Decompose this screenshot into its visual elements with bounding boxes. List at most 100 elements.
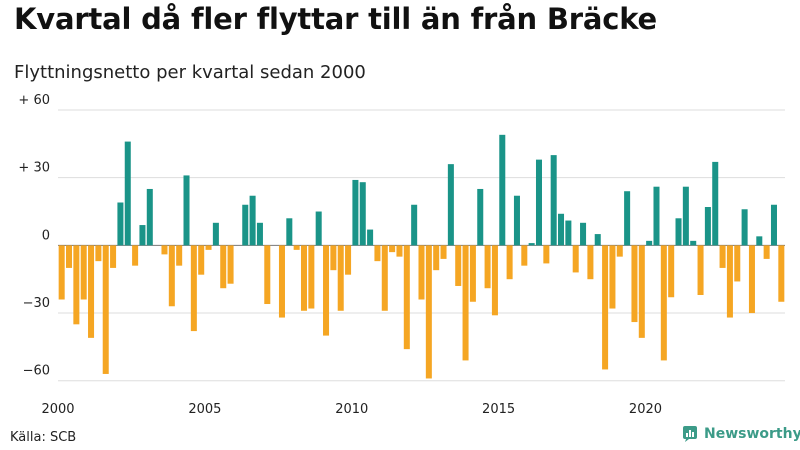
brand-name: Newsworthy <box>704 426 800 442</box>
bar-negative <box>543 245 550 264</box>
bar-positive <box>256 222 263 246</box>
bar-negative <box>455 245 462 286</box>
y-tick-label: −60 <box>23 364 50 379</box>
x-tick-label: 2005 <box>188 402 221 417</box>
bar-positive <box>249 195 256 246</box>
bar-negative <box>484 245 491 289</box>
bar-negative <box>374 245 381 262</box>
bar-positive <box>535 159 542 246</box>
bar-positive <box>359 182 366 246</box>
bar-negative <box>323 245 330 336</box>
x-tick-label: 2010 <box>335 402 368 417</box>
bar-positive <box>477 188 484 246</box>
bar-positive <box>513 195 520 246</box>
bar-negative <box>278 245 285 318</box>
bar-negative <box>763 245 770 259</box>
bar-positive <box>712 161 719 246</box>
chart-title: Kvartal då fler flyttar till än från Brä… <box>14 2 657 36</box>
bar-positive <box>646 240 653 246</box>
bar-negative <box>161 245 168 255</box>
bar-negative <box>440 245 447 259</box>
bar-negative <box>491 245 498 316</box>
bar-negative <box>381 245 388 311</box>
bar-positive <box>315 211 322 246</box>
bar-negative <box>469 245 476 302</box>
bar-negative <box>609 245 616 309</box>
bar-negative <box>80 245 87 300</box>
bar-negative <box>697 245 704 295</box>
bar-negative <box>102 245 109 374</box>
bar-negative <box>58 245 65 300</box>
bar-negative <box>719 245 726 268</box>
bar-positive <box>580 222 587 246</box>
brand-logo[interactable]: Newsworthy <box>681 425 800 443</box>
bar-negative <box>337 245 344 311</box>
bar-negative <box>572 245 579 273</box>
bar-negative <box>748 245 755 314</box>
bar-negative <box>734 245 741 282</box>
bar-negative <box>389 245 396 253</box>
bar-positive <box>756 236 763 246</box>
bar-negative <box>300 245 308 311</box>
newsworthy-logo-icon <box>683 426 697 442</box>
bar-positive <box>565 220 572 246</box>
bar-negative <box>264 245 271 305</box>
bar-positive <box>146 188 153 246</box>
bar-positive <box>212 222 219 246</box>
bar-negative <box>726 245 733 318</box>
bar-negative <box>631 245 638 323</box>
bar-negative <box>403 245 410 350</box>
bar-negative <box>66 245 73 268</box>
x-tick-label: 2000 <box>41 402 74 417</box>
bar-positive <box>528 243 535 246</box>
x-tick-label: 2020 <box>629 402 662 417</box>
axes: + 60 + 30 0 −30 −60 2000 2005 2010 2015 2020 <box>18 93 662 417</box>
bar-negative <box>345 245 352 275</box>
x-tick-label: 2015 <box>482 402 515 417</box>
bar-negative <box>168 245 175 307</box>
chart-subtitle: Flyttningsnetto per kvartal sedan 2000 <box>14 62 366 83</box>
bar-negative <box>190 245 197 332</box>
bar-negative <box>660 245 667 361</box>
bar-negative <box>462 245 469 361</box>
bar-negative <box>587 245 594 280</box>
bar-negative <box>506 245 513 280</box>
bar-negative <box>88 245 95 338</box>
bar-positive <box>704 207 711 246</box>
bar-positive <box>367 229 374 246</box>
bar-positive <box>682 186 689 246</box>
bar-positive <box>550 155 557 246</box>
bar-negative <box>330 245 337 271</box>
bar-negative <box>425 245 432 379</box>
bars <box>58 134 785 379</box>
bar-negative <box>198 245 205 275</box>
bar-negative <box>433 245 440 271</box>
bar-positive <box>690 240 697 246</box>
bar-negative <box>176 245 183 266</box>
bar-positive <box>139 225 146 246</box>
bar-positive <box>124 141 131 246</box>
bar-positive <box>242 204 249 246</box>
bar-positive <box>499 134 506 246</box>
bar-negative <box>616 245 623 257</box>
bar-negative <box>220 245 227 289</box>
bar-positive <box>183 175 190 246</box>
y-tick-label: −30 <box>23 296 50 311</box>
bar-negative <box>521 245 528 266</box>
bar-negative <box>418 245 425 300</box>
bar-positive <box>411 204 418 246</box>
y-tick-label: + 60 <box>18 93 50 108</box>
y-tick-label: + 30 <box>18 161 50 176</box>
bar-negative <box>778 245 785 302</box>
bar-positive <box>117 202 124 246</box>
bar-negative <box>308 245 315 309</box>
bar-positive <box>653 186 660 246</box>
bar-positive <box>770 204 777 246</box>
bar-positive <box>558 213 565 246</box>
source-note: Källa: SCB <box>10 430 77 445</box>
bar-negative <box>638 245 645 338</box>
bar-positive <box>741 209 748 246</box>
bar-positive <box>624 191 631 246</box>
bar-positive <box>286 218 293 246</box>
